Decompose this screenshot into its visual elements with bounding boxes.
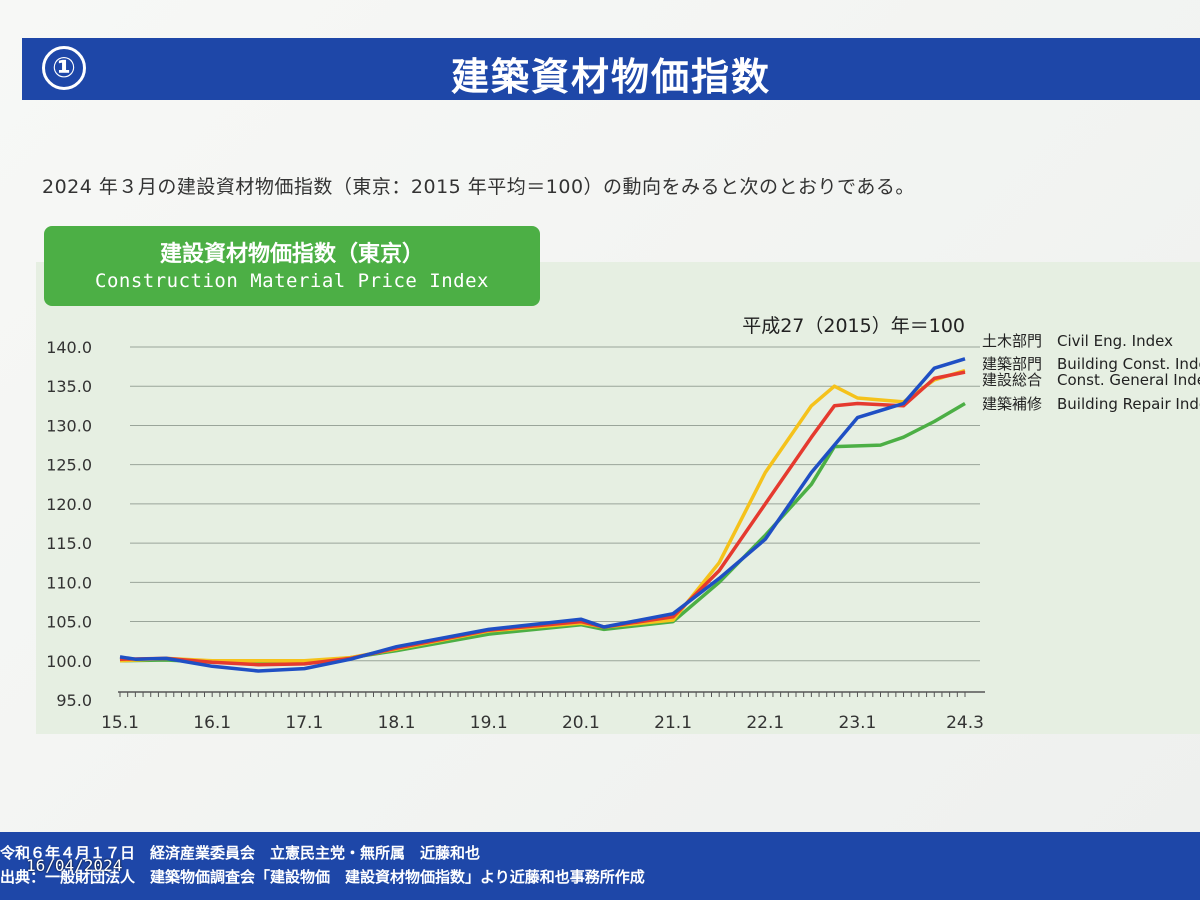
- chart-note: 平成27（2015）年＝100: [742, 315, 965, 337]
- x-tick-label: 24.3: [946, 713, 984, 733]
- series-line: [119, 368, 966, 663]
- y-tick-label: 125.0: [46, 456, 92, 475]
- section-number: ①: [42, 46, 86, 90]
- chart-panel: [36, 262, 1200, 734]
- x-axis: 15.1 16.1 17.1 18.1 19.1 20.1 21.1 22.1 23.1 24.3: [101, 691, 985, 733]
- page-title: 建築資材物価指数: [450, 55, 771, 99]
- x-tick-label: 17.1: [285, 713, 323, 733]
- y-tick-label: 135.0: [46, 377, 92, 396]
- y-tick-label: 95.0: [56, 691, 92, 710]
- chart-title-en: Construction Material Price Index: [95, 270, 489, 292]
- legend-entry: 建築部門 Building Const. Index: [982, 355, 1200, 373]
- x-tick-label: 21.1: [654, 713, 692, 733]
- y-tick-label: 115.0: [46, 534, 92, 553]
- intro-text: 2024 年３月の建設資材物価指数（東京：2015 年平均＝100）の動向をみる…: [42, 176, 915, 198]
- x-tick-label: 23.1: [839, 713, 877, 733]
- footer-line-2: 出典：一般財団法人 建築物価調査会「建設物価 建設資材物価指数」より近藤和也事務…: [0, 868, 645, 886]
- line-chart: 95.0 100.0 105.0 110.0 115.0 120.0 125.0 130.0 1…: [46, 315, 1200, 733]
- series-lines: [119, 357, 966, 673]
- x-tick-label: 19.1: [470, 713, 508, 733]
- y-tick-label: 105.0: [46, 613, 92, 632]
- chart-label: 建設資材物価指数（東京） Construction Material Price…: [44, 226, 540, 306]
- series-line: [119, 357, 966, 673]
- title-bar: ① 建築資材物価指数: [22, 38, 1200, 100]
- legend-entry: 土木部門 Civil Eng. Index: [982, 332, 1173, 350]
- x-tick-label: 16.1: [193, 713, 231, 733]
- chart-title-jp: 建設資材物価指数（東京）: [159, 242, 424, 267]
- footer: 令和６年４月１７日 経済産業委員会 立憲民主党・無所属 近藤和也 出典：一般財団…: [0, 832, 1200, 900]
- x-tick-label: 15.1: [101, 713, 139, 733]
- y-tick-label: 100.0: [46, 652, 92, 671]
- y-tick-label: 140.0: [46, 338, 92, 357]
- x-tick-label: 20.1: [562, 713, 600, 733]
- legend: 土木部門 Civil Eng. Index 建築部門 Building Const…: [982, 332, 1200, 413]
- y-tick-label: 130.0: [46, 416, 92, 435]
- photo-timestamp: 16/04/2024: [26, 856, 123, 875]
- series-line: [119, 370, 966, 667]
- y-axis: 95.0 100.0 105.0 110.0 115.0 120.0 125.0 130.0 1…: [46, 338, 92, 710]
- grid: [130, 346, 980, 662]
- legend-entry: 建設総合 Const. General Index: [982, 371, 1200, 389]
- y-tick-label: 110.0: [46, 573, 92, 592]
- y-tick-label: 120.0: [46, 495, 92, 514]
- footer-line-1: 令和６年４月１７日 経済産業委員会 立憲民主党・無所属 近藤和也: [0, 844, 481, 862]
- x-tick-label: 18.1: [378, 713, 416, 733]
- legend-entry: 建築補修 Building Repair Index: [982, 395, 1200, 413]
- x-tick-label: 22.1: [746, 713, 784, 733]
